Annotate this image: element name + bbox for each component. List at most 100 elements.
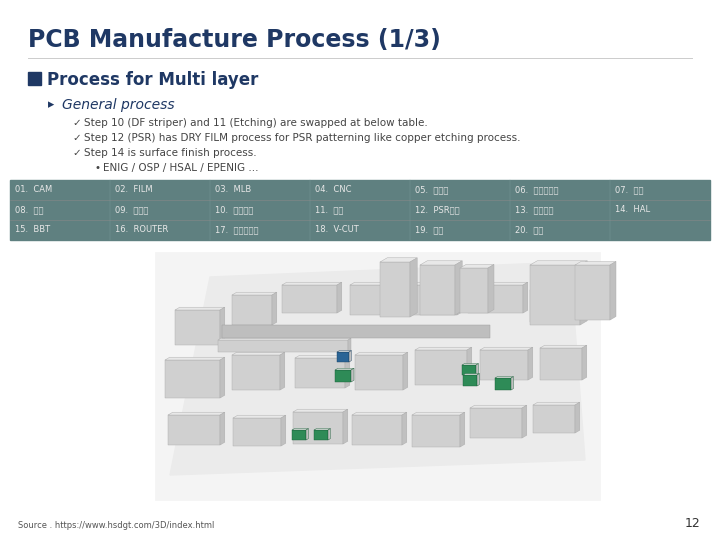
Text: 06.  레지니이딩: 06. 레지니이딩 xyxy=(515,186,559,194)
Polygon shape xyxy=(272,292,276,325)
Polygon shape xyxy=(533,402,580,405)
Text: PCB Manufacture Process (1/3): PCB Manufacture Process (1/3) xyxy=(28,28,441,52)
Polygon shape xyxy=(165,360,220,398)
Text: 11.  부식: 11. 부식 xyxy=(315,206,343,214)
Polygon shape xyxy=(233,415,286,418)
Polygon shape xyxy=(355,355,403,390)
Polygon shape xyxy=(345,355,350,388)
Polygon shape xyxy=(343,409,348,444)
Text: Step 12 (PSR) has DRY FILM process for PSR patterning like copper etching proces: Step 12 (PSR) has DRY FILM process for P… xyxy=(84,133,521,143)
Text: 15.  BBT: 15. BBT xyxy=(15,226,50,234)
Polygon shape xyxy=(402,412,407,445)
Bar xyxy=(28,72,41,85)
Bar xyxy=(155,252,600,500)
Polygon shape xyxy=(350,282,405,285)
Text: General process: General process xyxy=(62,98,175,112)
Text: 07.  노광: 07. 노광 xyxy=(615,186,644,194)
Text: 01.  CAM: 01. CAM xyxy=(15,186,53,194)
Text: •: • xyxy=(94,163,100,173)
Polygon shape xyxy=(467,347,472,385)
Polygon shape xyxy=(570,287,575,322)
Polygon shape xyxy=(412,285,457,315)
Polygon shape xyxy=(522,405,527,438)
Polygon shape xyxy=(468,282,528,285)
Polygon shape xyxy=(412,412,465,415)
Polygon shape xyxy=(292,429,308,430)
Text: 04.  CNC: 04. CNC xyxy=(315,186,351,194)
Polygon shape xyxy=(412,415,460,447)
Polygon shape xyxy=(222,325,490,338)
Bar xyxy=(10,180,710,240)
Polygon shape xyxy=(420,265,455,315)
Polygon shape xyxy=(575,402,580,433)
Polygon shape xyxy=(410,258,417,317)
Text: Step 10 (DF striper) and 11 (Etching) are swapped at below table.: Step 10 (DF striper) and 11 (Etching) ar… xyxy=(84,118,428,128)
Polygon shape xyxy=(457,282,462,315)
Text: ▸: ▸ xyxy=(48,98,54,111)
Polygon shape xyxy=(415,347,472,350)
Polygon shape xyxy=(530,287,575,290)
Polygon shape xyxy=(380,262,410,317)
Polygon shape xyxy=(530,261,588,265)
Text: 12.  PSR인레: 12. PSR인레 xyxy=(415,206,459,214)
Polygon shape xyxy=(470,408,522,438)
Polygon shape xyxy=(170,262,585,475)
Polygon shape xyxy=(476,363,478,375)
Text: 18.  V-CUT: 18. V-CUT xyxy=(315,226,359,234)
Polygon shape xyxy=(462,365,476,375)
Polygon shape xyxy=(511,376,513,390)
Text: 08.  선상: 08. 선상 xyxy=(15,206,43,214)
Polygon shape xyxy=(293,409,348,412)
Polygon shape xyxy=(337,352,349,362)
Polygon shape xyxy=(328,429,330,440)
Text: Source . https://www.hsdgt.com/3D/index.html: Source . https://www.hsdgt.com/3D/index.… xyxy=(18,521,215,530)
Text: 14.  HAL: 14. HAL xyxy=(615,206,650,214)
Polygon shape xyxy=(295,355,350,358)
Text: 17.  단자금도금: 17. 단자금도금 xyxy=(215,226,258,234)
Polygon shape xyxy=(582,345,587,380)
Polygon shape xyxy=(540,345,587,348)
Polygon shape xyxy=(220,357,225,398)
Polygon shape xyxy=(462,363,478,365)
Polygon shape xyxy=(495,376,513,378)
Polygon shape xyxy=(523,282,528,313)
Polygon shape xyxy=(348,338,351,352)
Text: 19.  검시: 19. 검시 xyxy=(415,226,444,234)
Text: 20.  출하: 20. 출하 xyxy=(515,226,544,234)
Polygon shape xyxy=(420,261,462,265)
Polygon shape xyxy=(335,368,354,370)
Polygon shape xyxy=(175,307,225,310)
Polygon shape xyxy=(314,430,328,440)
Polygon shape xyxy=(232,352,285,355)
Polygon shape xyxy=(351,368,354,382)
Polygon shape xyxy=(352,415,402,445)
Polygon shape xyxy=(575,261,616,265)
Polygon shape xyxy=(350,285,400,315)
Polygon shape xyxy=(403,352,408,390)
Polygon shape xyxy=(415,350,467,385)
Text: 02.  FILM: 02. FILM xyxy=(115,186,153,194)
Polygon shape xyxy=(463,374,480,375)
Polygon shape xyxy=(175,310,220,345)
Polygon shape xyxy=(165,357,225,360)
Polygon shape xyxy=(233,418,281,446)
Polygon shape xyxy=(295,358,345,388)
Text: Step 14 is surface finish process.: Step 14 is surface finish process. xyxy=(84,148,256,158)
Polygon shape xyxy=(335,370,351,382)
Polygon shape xyxy=(306,429,308,440)
Polygon shape xyxy=(232,295,272,325)
Polygon shape xyxy=(355,352,408,355)
Polygon shape xyxy=(455,261,462,315)
Text: 13.  공니이레: 13. 공니이레 xyxy=(515,206,554,214)
Polygon shape xyxy=(412,282,462,285)
Text: 10.  관금박리: 10. 관금박리 xyxy=(215,206,253,214)
Polygon shape xyxy=(352,412,407,415)
Text: ✓: ✓ xyxy=(72,148,81,158)
Text: ✓: ✓ xyxy=(72,118,81,128)
Polygon shape xyxy=(293,412,343,444)
Polygon shape xyxy=(280,352,285,390)
Polygon shape xyxy=(480,347,533,350)
Polygon shape xyxy=(488,265,494,313)
Text: 16.  ROUTER: 16. ROUTER xyxy=(115,226,168,234)
Polygon shape xyxy=(610,261,616,320)
